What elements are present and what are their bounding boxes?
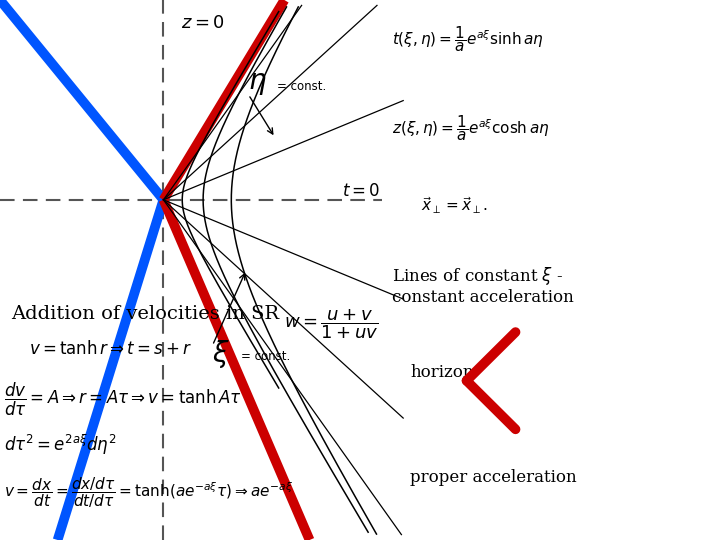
- Text: $v=\tanh r\Rightarrow t=s+r$: $v=\tanh r\Rightarrow t=s+r$: [29, 340, 192, 358]
- Text: $v=\dfrac{dx}{dt}=\dfrac{dx/d\tau}{dt/d\tau}=\tanh(ae^{-a\xi}\tau)\Rightarrow ae: $v=\dfrac{dx}{dt}=\dfrac{dx/d\tau}{dt/d\…: [4, 475, 293, 510]
- Text: Lines of constant $\xi$ -
constant acceleration: Lines of constant $\xi$ - constant accel…: [392, 265, 574, 306]
- Text: $\vec{x}_{\perp}=\vec{x}_{\perp}.$: $\vec{x}_{\perp}=\vec{x}_{\perp}.$: [421, 195, 488, 216]
- Text: $\dfrac{dv}{d\tau}=A\Rightarrow r=A\tau\Rightarrow v=\tanh A\tau$: $\dfrac{dv}{d\tau}=A\Rightarrow r=A\tau\…: [4, 381, 242, 418]
- Text: = const.: = const.: [241, 350, 290, 363]
- Text: $d\tau^{2}=e^{2a\xi}d\eta^{2}$: $d\tau^{2}=e^{2a\xi}d\eta^{2}$: [4, 432, 116, 457]
- Text: horizon: horizon: [410, 364, 474, 381]
- Text: $w=\dfrac{u+v}{1+uv}$: $w=\dfrac{u+v}{1+uv}$: [284, 308, 379, 341]
- Text: $\xi$: $\xi$: [212, 338, 230, 370]
- Text: $t=0$: $t=0$: [342, 183, 380, 200]
- Text: $z=0$: $z=0$: [181, 14, 225, 31]
- Text: $z(\xi,\eta)=\dfrac{1}{a}e^{a\xi}\cosh a\eta$: $z(\xi,\eta)=\dfrac{1}{a}e^{a\xi}\cosh a…: [392, 113, 550, 143]
- Text: proper acceleration: proper acceleration: [410, 469, 577, 487]
- Text: $\eta$: $\eta$: [248, 70, 267, 97]
- Text: = const.: = const.: [277, 80, 326, 93]
- Text: Addition of velocities in SR: Addition of velocities in SR: [11, 305, 279, 323]
- Text: $t(\xi,\eta)=\dfrac{1}{a}e^{a\xi}\sinh a\eta$: $t(\xi,\eta)=\dfrac{1}{a}e^{a\xi}\sinh a…: [392, 24, 544, 54]
